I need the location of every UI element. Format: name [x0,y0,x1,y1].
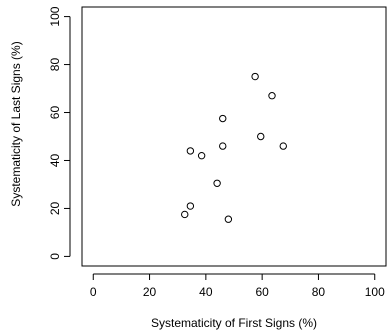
y-tick-label: 80 [48,58,62,72]
data-point [224,215,233,223]
data-point [186,202,195,210]
data-point [219,142,227,150]
y-axis-title: Systematicity of Last Signs (%) [9,41,23,206]
data-point [251,72,259,81]
data-point [268,92,276,100]
data-point [186,147,195,155]
x-tick-label: 60 [255,285,269,299]
data-point [197,151,206,160]
data-point [219,114,227,123]
y-tick-label: 60 [48,106,62,120]
x-tick-label: 20 [143,285,157,299]
data-point [257,132,265,141]
x-axis-title: Systematicity of First Signs (%) [151,316,317,330]
x-tick-label: 0 [90,285,97,299]
x-tick-label: 80 [312,285,326,299]
data-point [213,179,221,187]
y-tick-label: 40 [48,153,62,167]
x-tick-label: 40 [199,285,213,299]
plot-frame [81,6,387,267]
y-tick-label: 0 [48,253,62,260]
y-tick-label: 100 [48,6,62,26]
x-tick-label: 100 [365,285,385,299]
data-point [181,210,189,219]
data-point [279,142,287,150]
y-tick-label: 20 [48,201,62,215]
